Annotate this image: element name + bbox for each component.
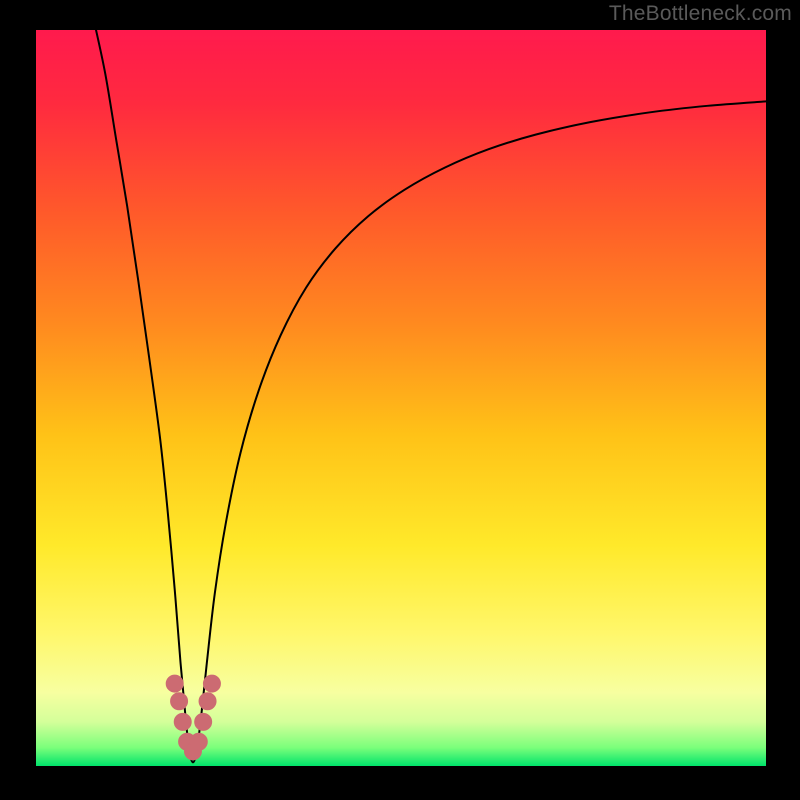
plot-svg [36, 30, 766, 766]
trough-marker [203, 675, 220, 692]
gradient-background [36, 30, 766, 766]
bottleneck-chart: TheBottleneck.com [0, 0, 800, 800]
trough-marker [171, 693, 188, 710]
plot-area [36, 30, 766, 766]
watermark-text: TheBottleneck.com [609, 2, 792, 26]
trough-marker [190, 733, 207, 750]
trough-marker [195, 713, 212, 730]
trough-marker [166, 675, 183, 692]
trough-marker [199, 693, 216, 710]
trough-marker [174, 713, 191, 730]
